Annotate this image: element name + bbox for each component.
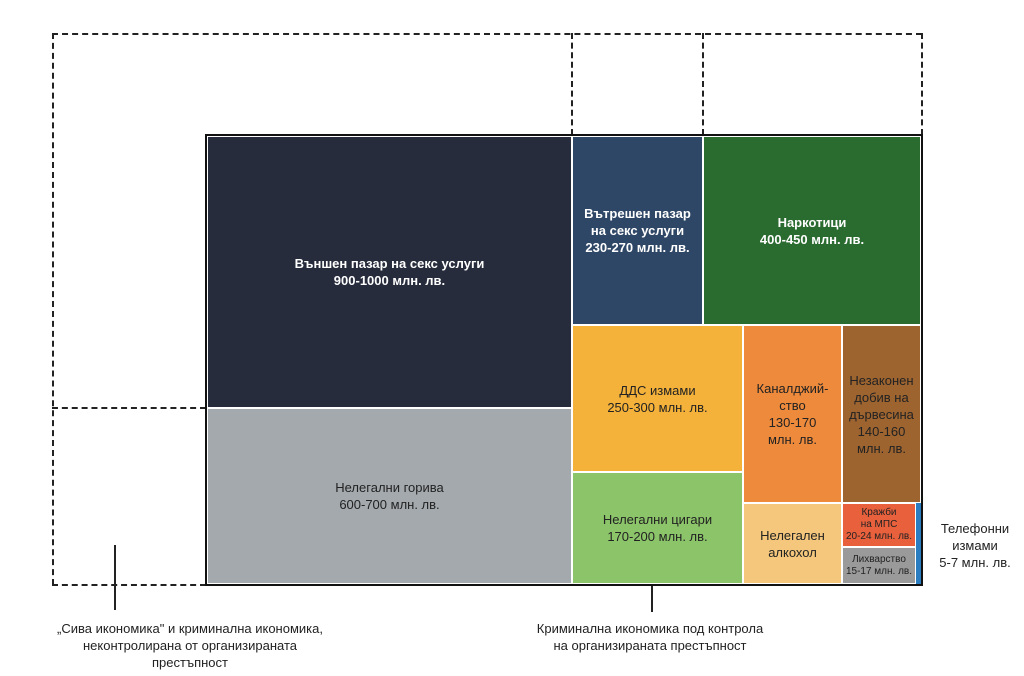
dashed-left <box>52 33 54 585</box>
cell-label: Външен пазар на секс услуги 900-1000 млн… <box>294 256 485 288</box>
cell-phone-fraud <box>916 503 921 584</box>
cell-label: Наркотици 400-450 млн. лв. <box>759 214 865 247</box>
cell-internal-sex-market: Вътрешен пазар на секс услуги 230-270 мл… <box>572 136 703 325</box>
cell-drugs: Наркотици 400-450 млн. лв. <box>703 136 921 325</box>
cell-label: Незаконен добив на дървесина 140-160 млн… <box>849 372 914 456</box>
cell-label: Вътрешен пазар на секс услуги 230-270 мл… <box>584 206 691 255</box>
cell-label: Нелегални горива 600-700 млн. лв. <box>335 480 444 512</box>
cell-illegal-alcohol: Нелегален алкохол <box>743 503 842 584</box>
cell-label: Кражби на МПС 20-24 млн. лв. <box>845 507 913 542</box>
legend-uncontrolled: „Сива икономика" и криминална икономика,… <box>57 621 323 670</box>
cell-label: Лихварство 15-17 млн. лв. <box>845 553 913 577</box>
phone-fraud-label: Телефонни измами 5-7 млн. лв. <box>939 521 1011 570</box>
treemap <box>205 134 923 586</box>
cell-vat-fraud: ДДС измами 250-300 млн. лв. <box>572 325 743 472</box>
cell-illegal-fuels: Нелегални горива 600-700 млн. лв. <box>207 408 572 584</box>
dashed-divider-2 <box>702 33 704 135</box>
cell-illegal-logging: Незаконен добив на дървесина 140-160 млн… <box>842 325 921 503</box>
cell-smuggling-people: Каналджий- ство 130-170 млн. лв. <box>743 325 842 503</box>
cell-external-sex-market: Външен пазар на секс услуги 900-1000 млн… <box>207 136 572 408</box>
cell-label: Каналджий- ство 130-170 млн. лв. <box>756 381 829 447</box>
legend-organized-crime: Криминална икономика под контрола на орг… <box>536 621 764 653</box>
dashed-divider-1 <box>571 33 573 135</box>
callout-line-left <box>114 545 116 610</box>
dashed-mid <box>52 407 206 409</box>
cell-label: Нелегален алкохол <box>760 527 825 560</box>
cell-label: Нелегални цигари 170-200 млн. лв. <box>602 512 713 544</box>
dashed-top <box>52 33 922 35</box>
cell-usury: Лихварство 15-17 млн. лв. <box>842 547 916 584</box>
dashed-divider-3 <box>921 33 923 135</box>
cell-illegal-cigarettes: Нелегални цигари 170-200 млн. лв. <box>572 472 743 584</box>
dashed-bottom <box>52 584 206 586</box>
callout-line-right <box>651 586 653 612</box>
cell-car-theft: Кражби на МПС 20-24 млн. лв. <box>842 503 916 547</box>
cell-label: ДДС измами 250-300 млн. лв. <box>607 382 708 415</box>
